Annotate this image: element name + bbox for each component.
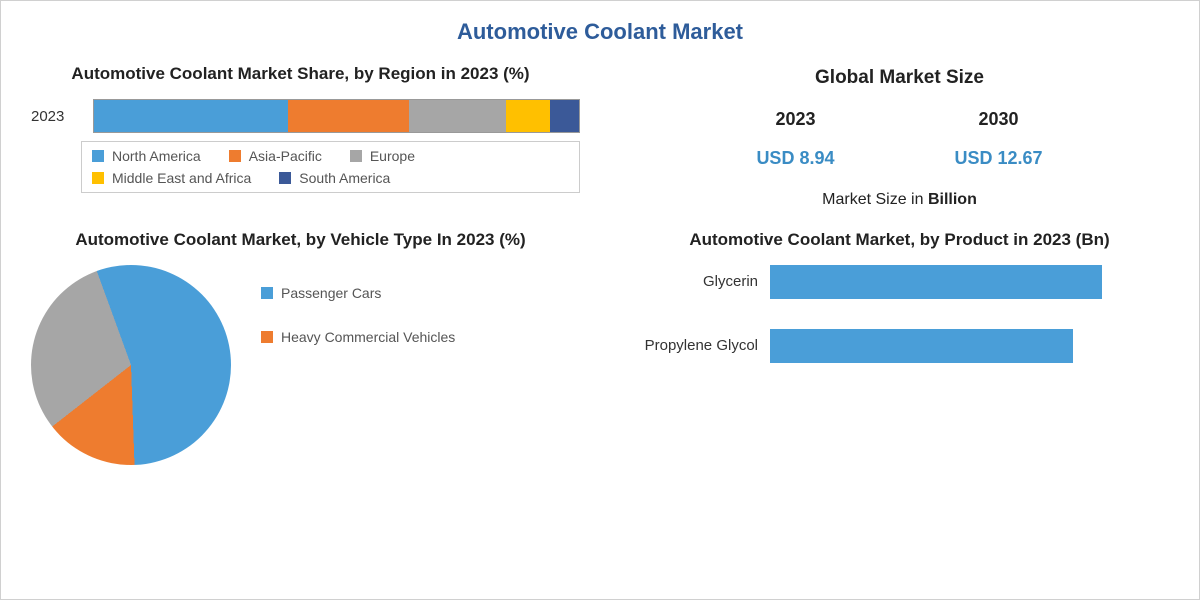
stacked-segment [550, 100, 579, 132]
legend-label: North America [112, 148, 201, 164]
market-size-note-bold: Billion [928, 191, 977, 208]
hbar [770, 265, 1102, 299]
legend-item: Asia-Pacific [229, 148, 322, 164]
market-size-col-1: 2030 USD 12.67 [954, 109, 1042, 169]
legend-item: Middle East and Africa [92, 170, 251, 186]
legend-label: Europe [370, 148, 415, 164]
stacked-segment [288, 100, 409, 132]
legend-swatch [261, 331, 273, 343]
pie [31, 265, 231, 465]
region-share-title: Automotive Coolant Market Share, by Regi… [21, 63, 580, 85]
hbar-track [770, 329, 1149, 363]
hbar-label: Propylene Glycol [640, 337, 770, 355]
legend-swatch [350, 150, 362, 162]
region-share-chart: Automotive Coolant Market Share, by Regi… [21, 63, 580, 209]
legend-item: North America [92, 148, 201, 164]
stacked-bar-year-label: 2023 [31, 108, 81, 125]
legend-item: Europe [350, 148, 415, 164]
hbar [770, 329, 1073, 363]
legend-item: Heavy Commercial Vehicles [261, 329, 455, 345]
legend-swatch [92, 172, 104, 184]
page-title: Automotive Coolant Market [21, 19, 1179, 45]
legend-item: South America [279, 170, 390, 186]
market-size-columns: 2023 USD 8.94 2030 USD 12.67 [620, 109, 1179, 169]
market-size-value-1: USD 12.67 [954, 148, 1042, 169]
market-size-year-1: 2030 [954, 109, 1042, 130]
market-size-note-prefix: Market Size in [822, 191, 928, 208]
pie-legend: Passenger Cars Heavy Commercial Vehicles [261, 265, 455, 345]
stacked-segment [94, 100, 288, 132]
legend-swatch [261, 287, 273, 299]
legend-swatch [279, 172, 291, 184]
market-size-col-0: 2023 USD 8.94 [756, 109, 834, 169]
legend-swatch [92, 150, 104, 162]
vehicle-type-title: Automotive Coolant Market, by Vehicle Ty… [21, 229, 580, 251]
pie-wrap: Passenger Cars Heavy Commercial Vehicles [31, 265, 580, 465]
market-size-year-0: 2023 [756, 109, 834, 130]
market-size-value-0: USD 8.94 [756, 148, 834, 169]
market-size-panel: Global Market Size 2023 USD 8.94 2030 US… [620, 63, 1179, 209]
hbar-track [770, 265, 1149, 299]
hbar-row: Propylene Glycol [640, 329, 1149, 363]
legend-item: Passenger Cars [261, 285, 455, 301]
market-size-title: Global Market Size [620, 67, 1179, 89]
stacked-bar [93, 99, 580, 133]
legend-label: Middle East and Africa [112, 170, 251, 186]
legend-label: South America [299, 170, 390, 186]
hbar-row: Glycerin [640, 265, 1149, 299]
region-legend: North America Asia-Pacific Europe Middle Ea… [81, 141, 580, 193]
legend-swatch [229, 150, 241, 162]
stacked-bar-wrap: 2023 [31, 99, 580, 133]
stacked-segment [409, 100, 506, 132]
market-size-note: Market Size in Billion [620, 191, 1179, 209]
hbar-label: Glycerin [640, 273, 770, 291]
hbar-container: Glycerin Propylene Glycol [620, 265, 1179, 363]
chart-grid: Automotive Coolant Market Share, by Regi… [21, 63, 1179, 465]
product-title: Automotive Coolant Market, by Product in… [620, 229, 1179, 251]
vehicle-type-chart: Automotive Coolant Market, by Vehicle Ty… [21, 229, 580, 465]
legend-label: Heavy Commercial Vehicles [281, 329, 455, 345]
stacked-segment [506, 100, 550, 132]
legend-label: Passenger Cars [281, 285, 381, 301]
product-chart: Automotive Coolant Market, by Product in… [620, 229, 1179, 465]
legend-label: Asia-Pacific [249, 148, 322, 164]
